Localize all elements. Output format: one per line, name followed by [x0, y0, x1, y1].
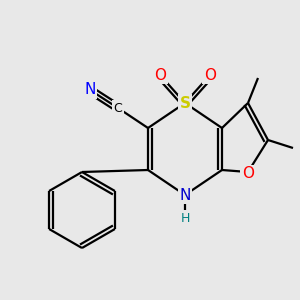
Text: O: O	[242, 167, 254, 182]
Text: N: N	[84, 82, 96, 98]
Text: H: H	[180, 212, 190, 224]
Text: N: N	[179, 188, 191, 202]
Text: O: O	[204, 68, 216, 82]
Text: O: O	[154, 68, 166, 82]
Text: C: C	[114, 101, 122, 115]
Text: S: S	[179, 95, 191, 110]
